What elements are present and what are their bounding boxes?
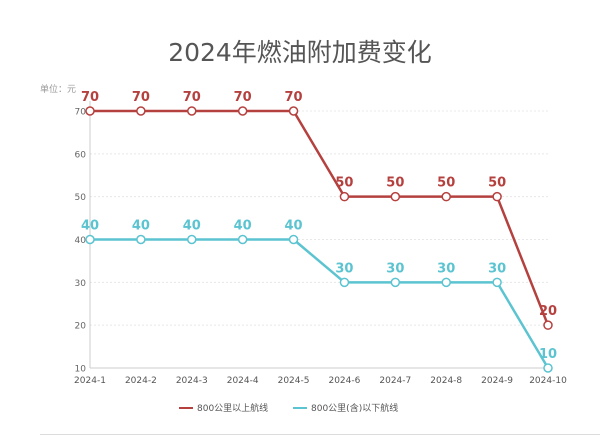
data-point bbox=[288, 106, 299, 116]
legend-label: 800公里以上航线 bbox=[197, 402, 268, 414]
x-tick-label: 2024-3 bbox=[176, 376, 208, 386]
y-tick-label: 40 bbox=[75, 236, 87, 246]
grid bbox=[90, 110, 548, 326]
x-tick-label: 2024-4 bbox=[227, 376, 259, 386]
series-1: 70 70 70 70 70 50 50 50 50 20 bbox=[81, 90, 557, 330]
y-tick-label: 70 bbox=[75, 108, 87, 118]
data-label: 70 bbox=[285, 90, 303, 105]
data-point bbox=[339, 191, 350, 202]
data-label: 70 bbox=[132, 90, 150, 105]
data-label: 40 bbox=[183, 219, 201, 234]
x-tick-label: 2024-1 bbox=[74, 376, 106, 386]
data-point bbox=[390, 277, 401, 288]
data-label: 30 bbox=[437, 261, 455, 276]
y-tick-label: 20 bbox=[75, 322, 87, 332]
data-label: 70 bbox=[234, 90, 252, 105]
y-tick-label: 10 bbox=[75, 365, 87, 375]
data-point bbox=[543, 320, 553, 330]
data-label: 40 bbox=[81, 219, 99, 234]
data-label: 70 bbox=[81, 90, 99, 105]
y-tick-label: 50 bbox=[75, 193, 87, 203]
bottom-divider bbox=[40, 434, 600, 435]
series-line bbox=[90, 238, 550, 369]
axes: 10 20 30 40 50 60 70 2024-1 2024-2 2024-3 2024-4 20… bbox=[74, 101, 567, 386]
x-tick-label: 2024-9 bbox=[481, 376, 513, 386]
series-2: 40 40 40 40 40 30 30 30 30 10 bbox=[81, 219, 557, 373]
data-label: 30 bbox=[335, 261, 353, 276]
x-tick-label: 2024-8 bbox=[430, 376, 462, 386]
legend-item-1: 800公里以上航线 bbox=[179, 402, 268, 414]
series-line bbox=[90, 109, 550, 326]
data-label: 40 bbox=[132, 219, 150, 234]
x-tick-label: 2024-6 bbox=[328, 376, 360, 386]
x-tick-label: 2024-10 bbox=[529, 376, 567, 386]
data-label: 10 bbox=[539, 347, 557, 362]
data-point bbox=[237, 234, 248, 245]
data-point bbox=[85, 234, 95, 245]
x-tick-label: 2024-5 bbox=[278, 376, 310, 386]
legend: 800公里以上航线 800公里(含)以下航线 bbox=[179, 402, 398, 414]
series-layer: 70 70 70 70 70 50 50 50 50 20 40 40 40 40 40 30 30 30 30 10 bbox=[81, 90, 557, 373]
data-label: 40 bbox=[285, 219, 303, 234]
data-point bbox=[187, 234, 197, 245]
data-point bbox=[187, 106, 197, 116]
y-tick-label: 60 bbox=[75, 150, 87, 160]
x-tick-label: 2024-7 bbox=[379, 376, 411, 386]
legend-label: 800公里(含)以下航线 bbox=[311, 402, 398, 414]
data-point bbox=[339, 277, 350, 288]
data-label: 50 bbox=[437, 176, 455, 191]
data-point bbox=[492, 277, 502, 288]
data-label: 70 bbox=[183, 90, 201, 105]
data-point bbox=[237, 106, 248, 116]
unit-label: 单位：元 bbox=[40, 83, 76, 95]
data-label: 40 bbox=[234, 219, 252, 234]
data-point bbox=[136, 234, 146, 245]
data-label: 50 bbox=[386, 176, 404, 191]
data-point bbox=[288, 234, 299, 245]
data-label: 50 bbox=[335, 176, 353, 191]
legend-item-2: 800公里(含)以下航线 bbox=[293, 402, 398, 414]
data-point bbox=[492, 191, 502, 202]
data-point bbox=[85, 106, 95, 116]
chart-title: 2024年燃油附加费变化 bbox=[168, 38, 432, 67]
x-tick-label: 2024-2 bbox=[125, 376, 157, 386]
data-point bbox=[543, 363, 553, 373]
data-point bbox=[441, 277, 451, 288]
data-label: 50 bbox=[488, 176, 506, 191]
y-tick-label: 30 bbox=[75, 279, 87, 289]
data-point bbox=[390, 191, 401, 202]
data-label: 20 bbox=[539, 304, 557, 319]
data-label: 30 bbox=[386, 261, 404, 276]
data-label: 30 bbox=[488, 261, 506, 276]
data-point bbox=[136, 106, 146, 116]
data-point bbox=[441, 191, 451, 202]
